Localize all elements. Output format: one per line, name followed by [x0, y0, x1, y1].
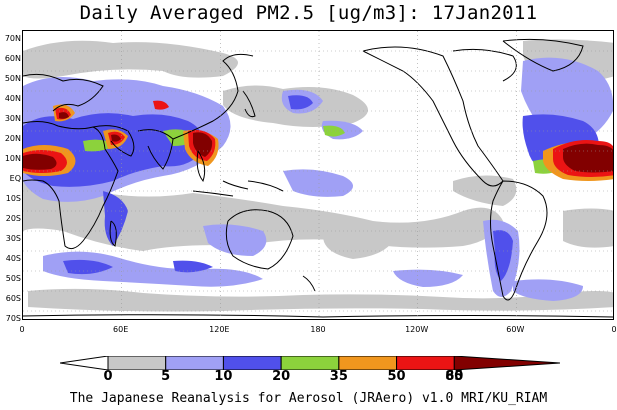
latitude-label: 30S: [5, 234, 21, 243]
colorbar-level-label: 50: [387, 369, 406, 384]
level-5-10-regions: [23, 39, 613, 312]
colorbar-bin: [165, 356, 224, 370]
latitude-label: 50S: [5, 274, 21, 283]
footer-credit: The Japanese Reanalysis for Aerosol (JRA…: [69, 391, 548, 406]
longitude-label: 180: [310, 325, 326, 334]
colorbar: [60, 356, 560, 370]
coastlines: [23, 38, 613, 318]
map-title: Daily Averaged PM2.5 [ug/m3]: 17Jan2011: [79, 2, 538, 24]
colorbar-bin: [453, 356, 560, 370]
grid-lines: [23, 31, 613, 319]
longitude-label: 120E: [209, 325, 230, 334]
latitude-label: EQ: [9, 174, 21, 183]
colorbar-bin: [222, 356, 282, 370]
latitude-label: 40S: [5, 254, 21, 263]
colorbar-bin: [280, 356, 340, 370]
colorbar-level-label: 5: [161, 369, 171, 384]
longitude-label: 120W: [405, 325, 429, 334]
longitude-label: 60W: [506, 325, 525, 334]
latitude-label: 70S: [5, 314, 21, 323]
colorbar-level-label: 65: [445, 369, 464, 384]
colorbar-bin: [396, 356, 455, 370]
latitude-label: 50N: [4, 74, 21, 83]
map-canvas: [23, 31, 613, 319]
colorbar-level-label: 80: [445, 369, 464, 384]
longitude-label: 0: [611, 325, 617, 334]
latitude-label: 10N: [4, 154, 21, 163]
colorbar-level-label: 35: [329, 369, 348, 384]
latitude-label: 20S: [5, 214, 21, 223]
latitude-label: 60N: [4, 54, 21, 63]
latitude-label: 60S: [5, 294, 21, 303]
latitude-label: 10S: [5, 194, 21, 203]
latitude-label: 30N: [4, 114, 21, 123]
longitude-label: 60E: [113, 325, 129, 334]
pm25-map: [22, 30, 614, 320]
colorbar-level-label: 10: [214, 369, 233, 384]
colorbar-level-label: 20: [272, 369, 291, 384]
longitude-label: 0: [19, 325, 25, 334]
colorbar-bin: [60, 356, 109, 370]
latitude-label: 40N: [4, 94, 21, 103]
latitude-label: 20N: [4, 134, 21, 143]
latitude-label: 70N: [4, 34, 21, 43]
colorbar-level-label: 0: [103, 369, 113, 384]
colorbar-bin: [107, 356, 167, 370]
colorbar-bin: [338, 356, 398, 370]
